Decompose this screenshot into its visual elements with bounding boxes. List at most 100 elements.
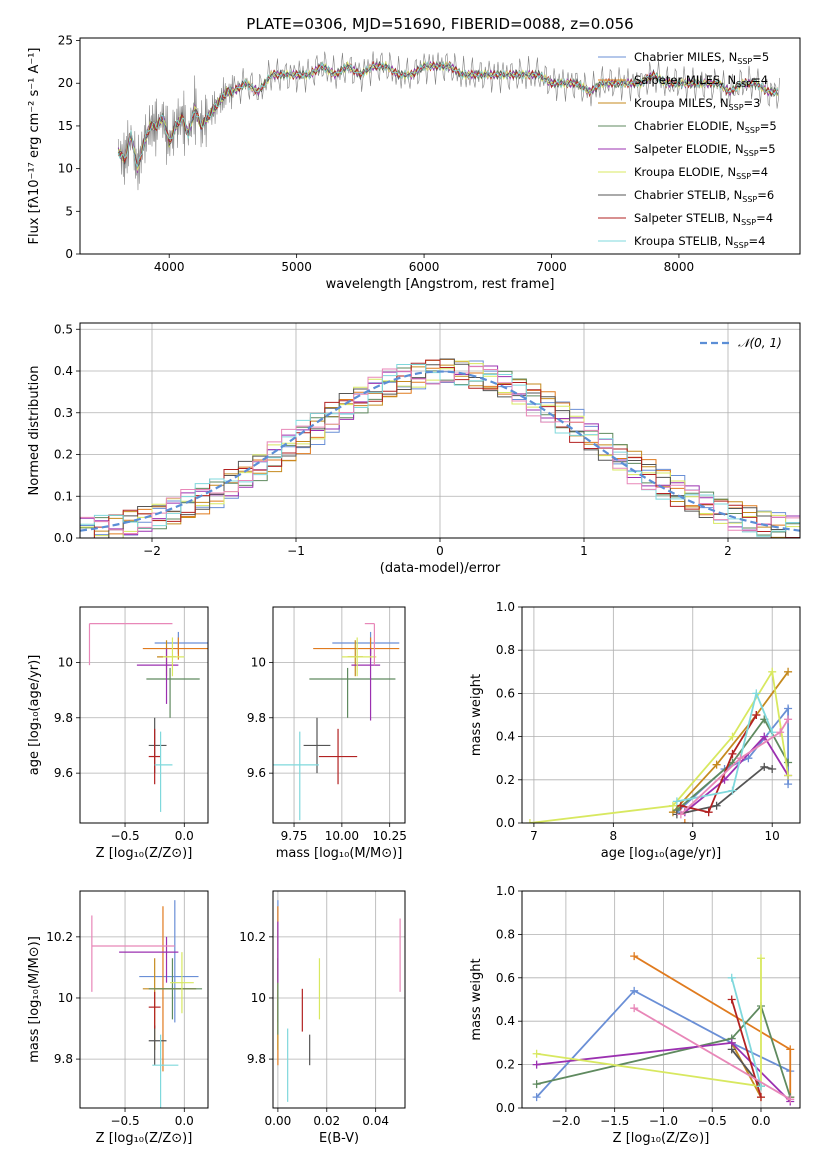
weight-marker — [728, 786, 737, 795]
age-vs-metallicity-panel: −0.5 0.0 9.6 9.8 10 Z [log₁₀(Z/Z⊙)] age [log₁₀… — [27, 606, 209, 861]
spectrum-traces — [117, 51, 780, 191]
y-tick-label: 0.0 — [496, 816, 515, 830]
legend-subscript: SSP — [741, 218, 756, 227]
weight-marker — [727, 973, 736, 982]
weight-marker — [676, 810, 685, 819]
mass-weight-vs-metallicity-panel: −2.0 −1.5 −1.0 −0.5 0.0 0.0 0.2 0.4 0.6 0.8 1.0 Z [… — [469, 884, 801, 1146]
legend-name: Salpeter MILES, N — [634, 73, 736, 87]
legend-subscript: SSP — [736, 172, 751, 181]
axes-frame — [521, 890, 801, 1109]
legend-entry: Chabrier STELIB, NSSP=6 — [634, 188, 774, 204]
weight-marker — [760, 762, 769, 771]
weight-marker — [680, 819, 689, 823]
weight-line — [730, 977, 762, 1087]
legend-subscript: SSP — [744, 149, 759, 158]
weight-marker — [712, 801, 721, 810]
weight-marker — [760, 732, 769, 741]
x-tick-label: 6000 — [409, 260, 440, 274]
weight-marker — [756, 1082, 765, 1091]
x-axis-label: age [log₁₀(age/yr)] — [601, 846, 722, 861]
weight-line — [536, 1004, 792, 1098]
y-tick-label: 9.8 — [247, 711, 266, 725]
weight-marker — [752, 689, 761, 698]
axes-frame — [272, 606, 406, 824]
histograms — [80, 358, 800, 538]
legend-entry: Salpeter ELODIE, NSSP=5 — [634, 142, 776, 158]
legend-subscript: SSP — [737, 57, 752, 66]
x-axis-label: wavelength [Angstrom, rest frame] — [326, 277, 555, 292]
y-tick-label: 0.0 — [54, 531, 73, 545]
weight-series — [532, 952, 795, 1106]
x-tick-label: −2 — [143, 544, 161, 558]
y-tick-label: 0.4 — [496, 730, 515, 744]
x-tick-label: 8000 — [664, 260, 695, 274]
y-tick-label: 0.5 — [54, 322, 73, 336]
x-tick-label: −0.5 — [110, 829, 139, 843]
y-tick-label: 0.2 — [496, 773, 515, 787]
weight-marker — [784, 780, 793, 789]
legend-suffix: =4 — [749, 234, 766, 248]
weight-marker — [676, 801, 685, 810]
mass-vs-ebv-panel: 0.00 0.02 0.04 9.8 10 10.2 E(B-V) — [239, 890, 406, 1146]
weight-marker — [768, 728, 777, 737]
axes-frame — [79, 890, 209, 1109]
x-tick-label: 0.0 — [175, 1114, 194, 1128]
weight-marker — [630, 952, 639, 961]
x-tick-label: −1 — [287, 544, 305, 558]
x-tick-label: 1 — [580, 544, 588, 558]
weight-marker — [786, 1095, 795, 1104]
x-tick-label: 4000 — [154, 260, 185, 274]
weight-marker — [668, 801, 677, 810]
y-tick-label: 9.8 — [54, 711, 73, 725]
x-tick-label: 10.25 — [373, 829, 407, 843]
weight-marker — [768, 667, 777, 676]
axes-frame — [272, 890, 406, 1109]
x-tick-label: 0.0 — [751, 1114, 770, 1128]
y-tick-label: 0.8 — [496, 927, 515, 941]
x-tick-label: −2.0 — [551, 1114, 580, 1128]
x-tick-label: 0.04 — [362, 1114, 389, 1128]
weight-marker — [532, 1080, 541, 1089]
y-tick-label: 0.2 — [496, 1058, 515, 1072]
legend-suffix: =3 — [744, 96, 761, 110]
legend-entry: Salpeter MILES, NSSP=4 — [634, 73, 768, 89]
y-tick-label: 5 — [65, 204, 73, 218]
axes-frame — [79, 606, 209, 824]
weight-marker — [784, 771, 793, 780]
gaussian-curve — [80, 370, 800, 532]
y-axis-label: mass [log₁₀(M/M⊙)] — [27, 936, 42, 1063]
y-axis-label: mass weight — [469, 958, 484, 1040]
y-tick-label: 10 — [58, 162, 73, 176]
legend-entry: Salpeter STELIB, NSSP=4 — [634, 211, 773, 227]
axes-frame — [79, 37, 801, 255]
weight-line — [680, 718, 789, 816]
weight-marker — [712, 760, 721, 769]
weight-marker — [630, 986, 639, 995]
y-tick-label: 10 — [58, 655, 73, 669]
x-tick-label: −1.0 — [649, 1114, 678, 1128]
x-tick-label: −0.5 — [698, 1114, 727, 1128]
y-tick-label: 20 — [58, 76, 73, 90]
y-tick-label: 10 — [58, 991, 73, 1005]
weight-marker — [728, 732, 737, 741]
weight-marker — [727, 1045, 736, 1054]
legend-entry: Kroupa STELIB, NSSP=4 — [634, 234, 765, 250]
weight-line — [676, 690, 774, 803]
legend-entry: Kroupa ELODIE, NSSP=4 — [634, 165, 768, 181]
weight-marker — [744, 754, 753, 763]
x-tick-label: 10 — [765, 829, 780, 843]
y-tick-label: 10 — [251, 655, 266, 669]
error-bars — [277, 900, 401, 1102]
x-axis-label: (data-model)/error — [380, 561, 501, 576]
legend-name: Salpeter ELODIE, N — [634, 142, 744, 156]
legend-suffix: =5 — [760, 119, 777, 133]
y-tick-label: 10.2 — [46, 930, 73, 944]
weight-marker — [532, 1060, 541, 1069]
weight-marker — [756, 1093, 765, 1102]
error-bars — [88, 623, 208, 812]
y-axis-label: Flux [fλ10⁻¹⁷ erg cm⁻² s⁻¹ A⁻¹] — [27, 48, 42, 245]
y-tick-label: 0.6 — [496, 686, 515, 700]
weight-marker — [784, 667, 793, 676]
x-tick-label: 7 — [530, 829, 538, 843]
